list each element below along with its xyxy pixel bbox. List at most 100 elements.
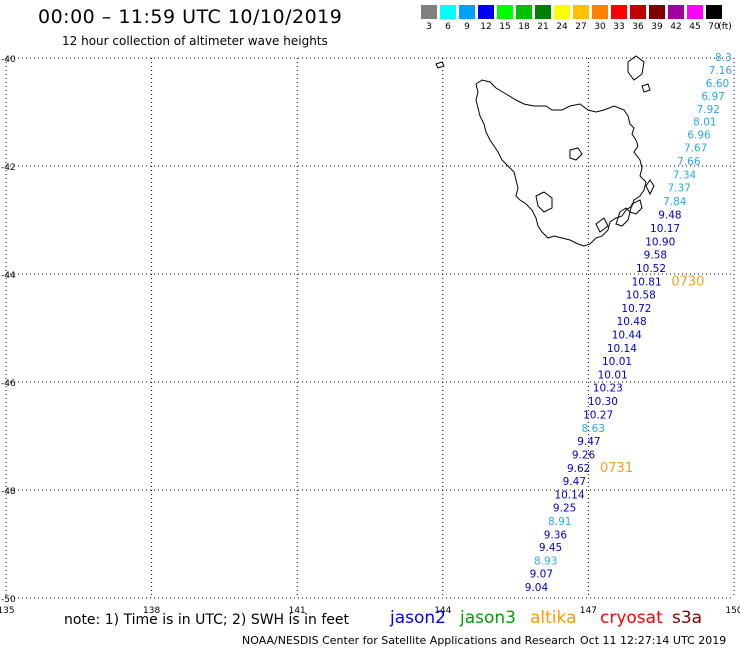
lake xyxy=(569,147,583,161)
tasmania-coastline xyxy=(435,55,655,247)
lat-tick-label: -46 xyxy=(1,379,16,389)
flinders-island xyxy=(627,55,645,81)
lat-tick-label: -42 xyxy=(1,163,16,173)
wave-height-reading: 7.92 xyxy=(697,104,720,116)
wave-height-reading: 9.48 xyxy=(658,210,681,222)
scale-swatch xyxy=(668,5,684,19)
lon-tick-label: 150 xyxy=(725,606,740,616)
satellite-s3a: s3a xyxy=(672,608,703,628)
time-labels: 0730 0731 xyxy=(600,274,704,475)
pass-time-label: 0731 xyxy=(600,461,633,476)
wave-height-reading: 9.26 xyxy=(572,449,596,461)
scale-swatch xyxy=(573,5,589,19)
wave-height-reading: 9.25 xyxy=(553,502,576,514)
wave-height-reading: 10.17 xyxy=(650,223,680,235)
scale-swatch xyxy=(535,5,551,19)
wave-height-reading: 6.96 xyxy=(687,130,711,142)
wave-height-reading: 7.16 xyxy=(709,65,733,77)
wave-height-reading: 8.3 xyxy=(715,52,732,64)
scale-label: 3 xyxy=(426,22,432,32)
wave-height-reading: 10.72 xyxy=(621,303,651,315)
footer-note: note: 1) Time is in UTC; 2) SWH is in fe… xyxy=(64,612,350,628)
satellite-jason3: jason3 xyxy=(460,608,516,628)
wave-height-reading: 10.81 xyxy=(632,277,662,289)
scale-swatch xyxy=(687,5,703,19)
wave-height-reading: 10.14 xyxy=(607,343,637,355)
wave-height-reading: 9.47 xyxy=(563,476,586,488)
wave-height-reading: 10.14 xyxy=(554,489,584,501)
wave-height-reading: 10.01 xyxy=(598,369,628,381)
scale-swatch xyxy=(592,5,608,19)
wave-height-reading: 9.36 xyxy=(544,529,568,541)
wave-height-reading: 9.04 xyxy=(525,582,549,594)
satellite-altika: altika xyxy=(530,608,577,628)
scale-swatch xyxy=(706,5,722,19)
scale-swatch xyxy=(630,5,646,19)
map-subtitle: 12 hour collection of altimeter wave hei… xyxy=(62,34,328,48)
wave-height-reading: 7.84 xyxy=(663,196,687,208)
scale-label: 27 xyxy=(575,22,587,32)
lon-tick-label: 135 xyxy=(0,606,15,616)
generation-timestamp: Oct 11 12:27:14 UTC 2019 xyxy=(580,634,727,647)
scale-label: 70 xyxy=(708,22,720,32)
scale-label: 33 xyxy=(613,22,625,32)
wave-height-reading: 10.27 xyxy=(583,409,613,421)
wave-readings: 8.37.166.606.977.928.016.967.677.667.347… xyxy=(525,52,733,594)
wave-height-reading: 9.07 xyxy=(530,569,553,581)
tasmania-mainland xyxy=(475,79,647,247)
derwent xyxy=(595,217,609,233)
scale-swatch xyxy=(497,5,513,19)
lat-tick-label: -48 xyxy=(1,487,16,497)
wave-height-reading: 8.63 xyxy=(582,423,605,435)
wave-height-reading: 10.58 xyxy=(626,290,656,302)
wave-height-reading: 6.97 xyxy=(701,91,724,103)
lon-tick-label: 141 xyxy=(289,606,306,616)
credit-line: NOAA/NESDIS Center for Satellite Applica… xyxy=(242,634,576,647)
wave-height-reading: 8.91 xyxy=(548,516,571,528)
scale-label: 21 xyxy=(537,22,549,32)
pass-time-label: 0730 xyxy=(671,274,704,289)
tasman-peninsula xyxy=(629,199,643,215)
wave-height-reading: 9.45 xyxy=(539,542,562,554)
wave-height-reading: 10.44 xyxy=(612,329,642,341)
scale-swatch xyxy=(459,5,475,19)
wave-height-reading: 6.60 xyxy=(706,78,729,90)
wave-height-reading: 10.01 xyxy=(602,356,632,368)
wave-height-reading: 9.58 xyxy=(644,250,667,262)
macquarie-harbour xyxy=(535,191,553,213)
scale-swatch xyxy=(478,5,494,19)
scale-label: 6 xyxy=(445,22,451,32)
scale-label: 45 xyxy=(689,22,701,32)
scale-label: 30 xyxy=(594,22,606,32)
scale-label: 42 xyxy=(670,22,682,32)
wave-height-reading: 7.66 xyxy=(677,156,701,168)
wave-height-reading: 7.67 xyxy=(684,143,707,155)
scale-label: 15 xyxy=(499,22,511,32)
wave-height-reading: 10.23 xyxy=(593,382,623,394)
map-title: 00:00 – 11:59 UTC 10/10/2019 xyxy=(38,6,343,28)
scale-swatch xyxy=(649,5,665,19)
lon-tick-label: 144 xyxy=(434,606,451,616)
wave-height-reading: 9.47 xyxy=(577,436,600,448)
clarke-island xyxy=(641,83,651,93)
scale-swatch xyxy=(554,5,570,19)
satellite-jason2: jason2 xyxy=(390,608,446,628)
graticule: 135 138 141 144 147 150 -40 -42 -44 -46 -48 -50 xyxy=(0,55,740,616)
islet-north xyxy=(435,61,445,69)
scale-unit: (ft) xyxy=(718,22,732,32)
scale-label: 18 xyxy=(518,22,530,32)
scale-label: 24 xyxy=(556,22,568,32)
bruny-island xyxy=(615,207,631,227)
scale-swatch xyxy=(516,5,532,19)
scale-swatch xyxy=(440,5,456,19)
scale-label: 39 xyxy=(651,22,663,32)
wave-height-reading: 7.37 xyxy=(667,183,690,195)
scale-label: 12 xyxy=(480,22,492,32)
satellite-cryosat: cryosat xyxy=(600,608,663,628)
wave-height-reading: 10.30 xyxy=(588,396,618,408)
lat-tick-label: -40 xyxy=(1,55,16,65)
lat-tick-label: -44 xyxy=(1,271,16,281)
wave-height-reading: 8.01 xyxy=(693,117,716,129)
wave-height-reading: 10.90 xyxy=(645,237,675,249)
